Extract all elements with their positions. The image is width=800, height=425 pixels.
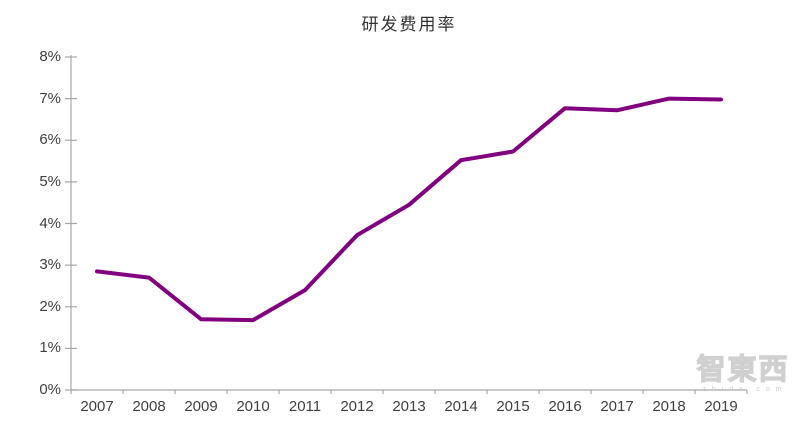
x-tick-label: 2016 — [548, 398, 582, 415]
y-tick-label: 1% — [39, 339, 61, 357]
x-tick-label: 2008 — [132, 398, 166, 415]
y-tick-label: 8% — [39, 48, 61, 65]
y-tick-label: 5% — [39, 172, 61, 190]
y-tick-label: 3% — [39, 256, 61, 274]
y-tick-label: 6% — [39, 131, 61, 149]
x-tick-label: 2014 — [444, 398, 478, 415]
y-tick-label: 4% — [39, 214, 61, 232]
series-line — [95, 96, 723, 323]
x-tick-label: 2012 — [340, 398, 374, 415]
x-tick-label: 2015 — [496, 398, 530, 415]
y-tick-label: 0% — [39, 381, 61, 398]
x-tick-label: 2018 — [652, 398, 686, 415]
y-tick-label: 7% — [39, 89, 61, 107]
x-tick-label: 2010 — [236, 398, 270, 415]
x-tick-label: 2013 — [392, 398, 426, 415]
x-tick-label: 2009 — [184, 398, 218, 415]
x-tick-label: 2017 — [600, 398, 634, 415]
chart-title: 研发费用率 — [361, 15, 457, 35]
x-tick-label: 2019 — [704, 398, 738, 415]
x-tick-label: 2007 — [80, 398, 114, 415]
x-tick-label: 2011 — [288, 398, 322, 415]
y-tick-label: 2% — [39, 297, 61, 315]
